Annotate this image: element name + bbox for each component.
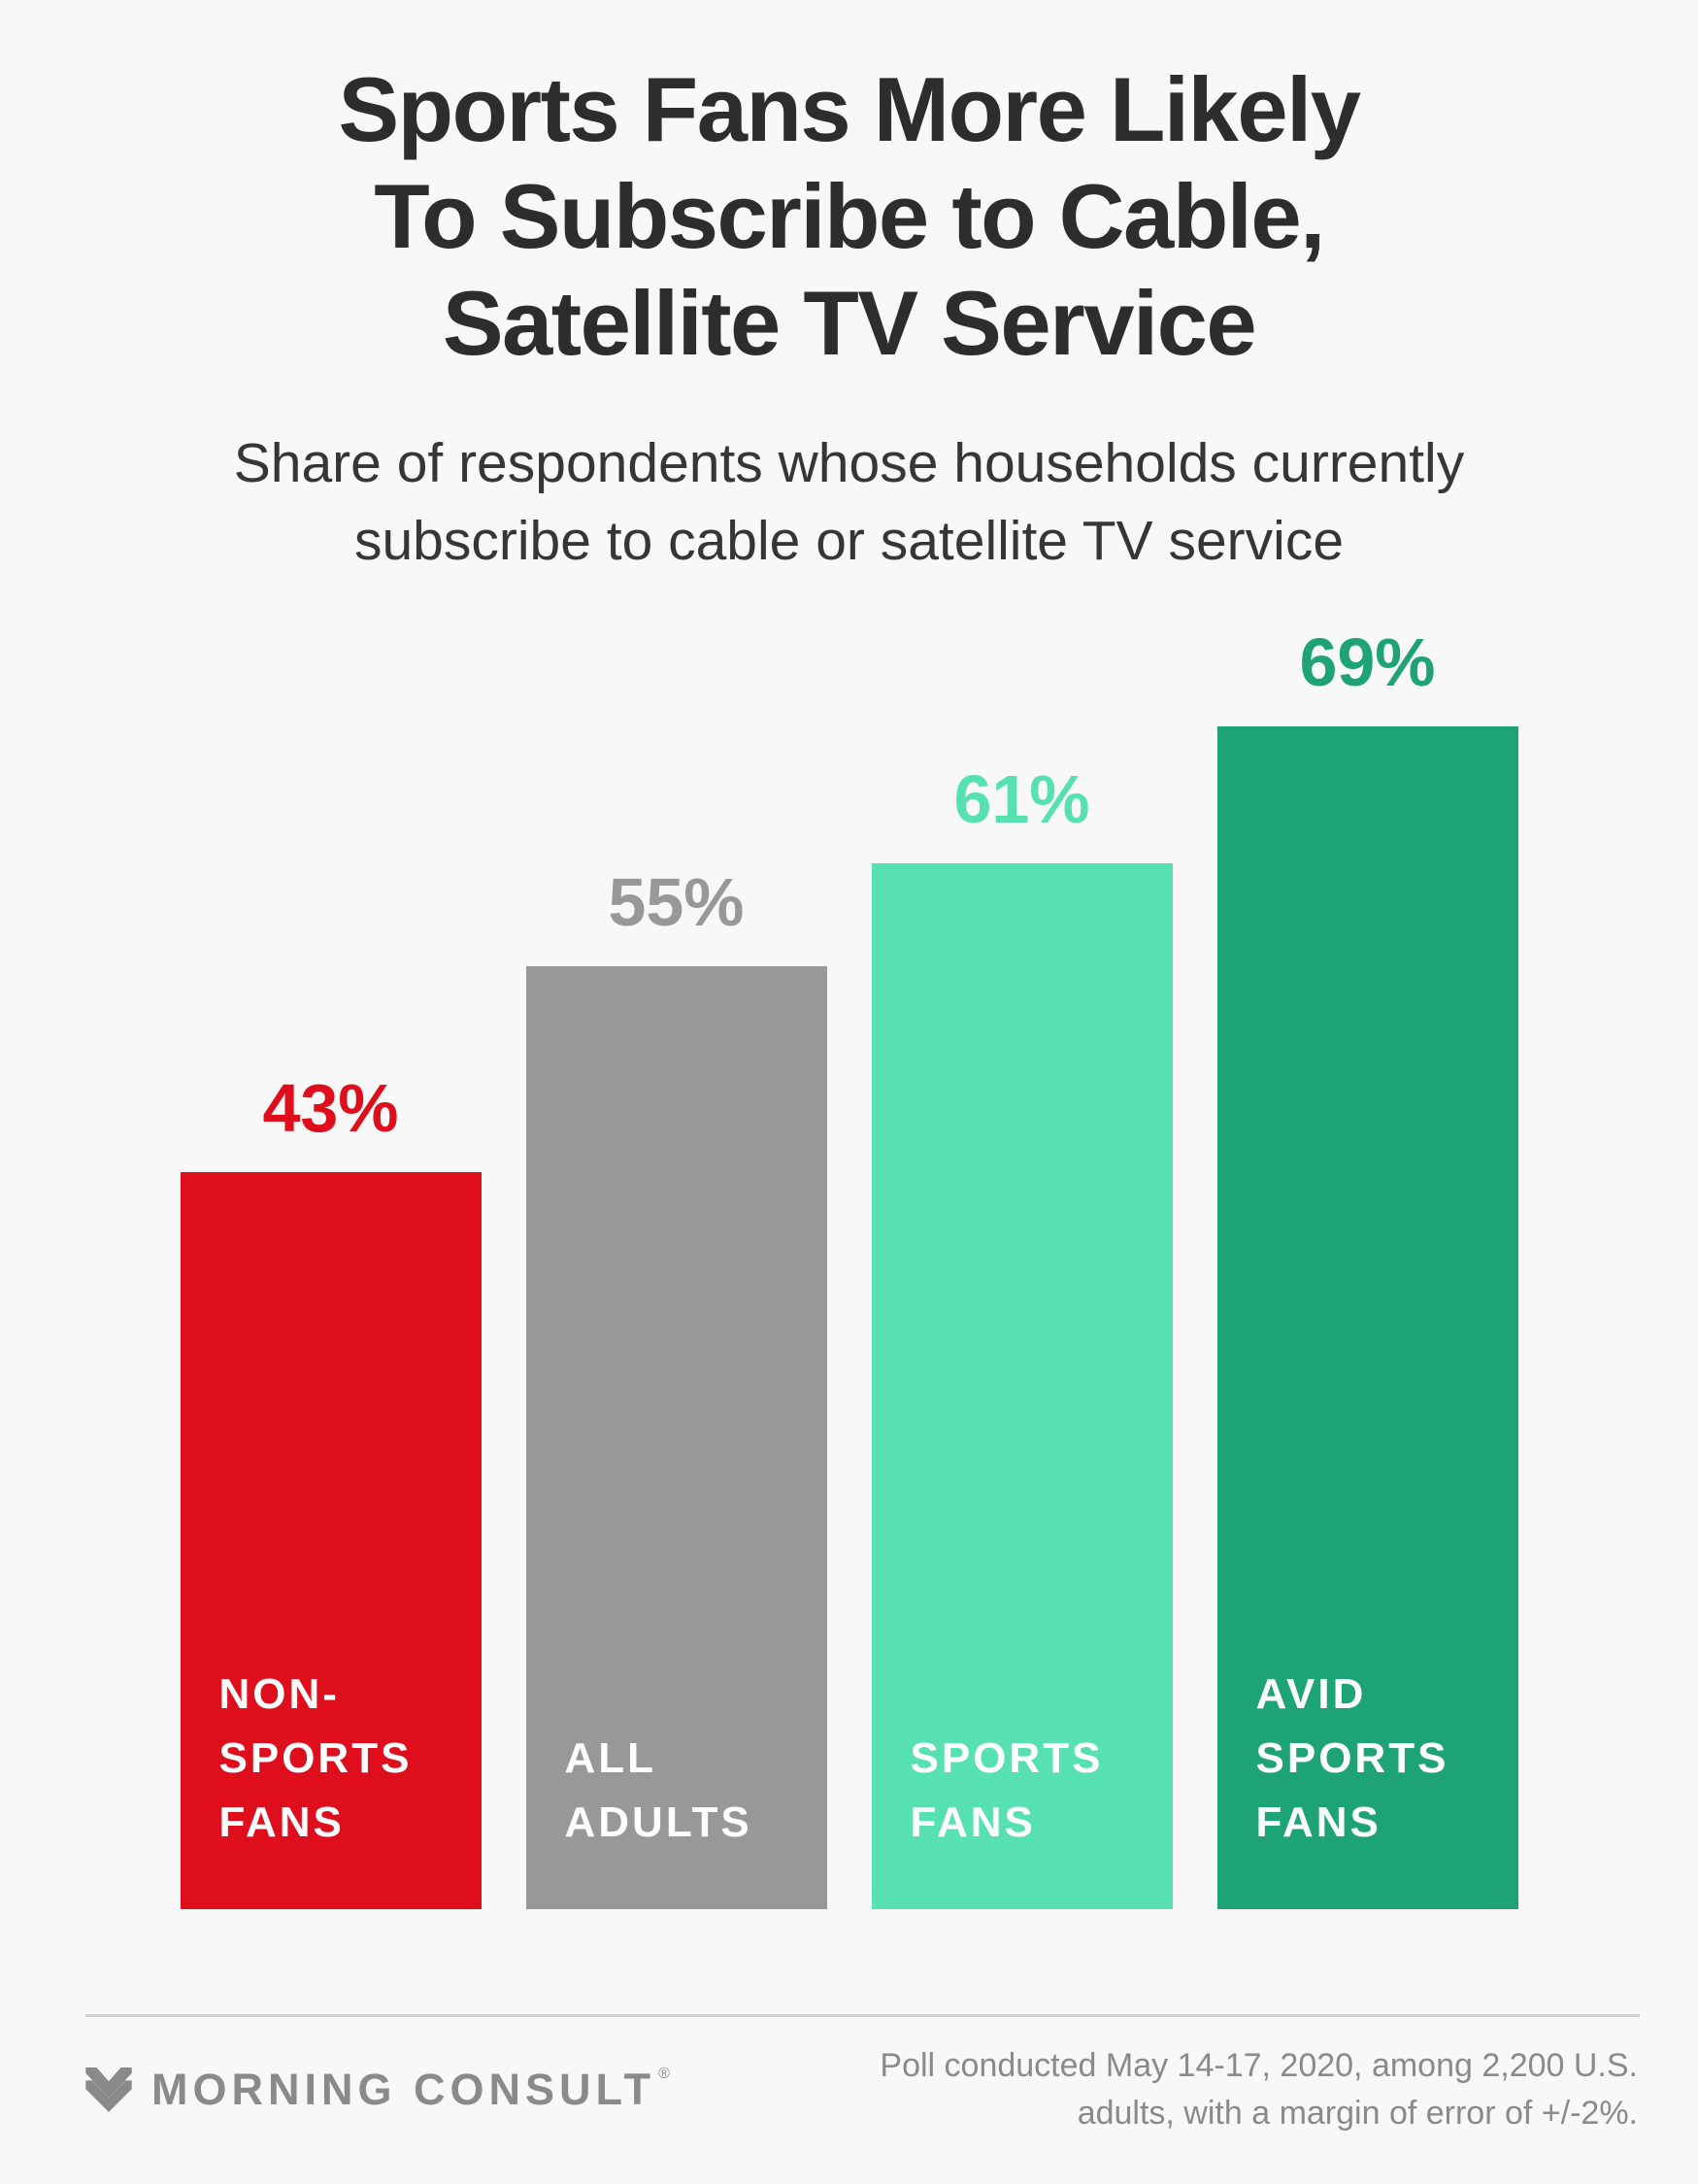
morning-consult-logomark-icon — [85, 2066, 132, 2112]
bar-category-label: SPORTS FANS — [911, 1727, 1104, 1855]
bar-category-label-line: NON- — [218, 1669, 340, 1718]
bar-category-label-line: SPORTS — [910, 1733, 1104, 1782]
chart-subtitle: Share of respondents whose households cu… — [29, 425, 1669, 581]
chart-subtitle-line: Share of respondents whose households cu… — [233, 431, 1465, 494]
chart-subtitle-line: subscribe to cable or satellite TV servi… — [353, 509, 1345, 572]
bar-category-label-line: ADULTS — [564, 1798, 752, 1846]
bar-category-label-line: SPORTS — [1255, 1733, 1449, 1782]
bar-category-label-line: AVID — [1255, 1669, 1367, 1718]
bar-category-label: NON- SPORTS FANS — [219, 1663, 413, 1855]
bar-column: 43% NON- SPORTS FANS — [180, 1069, 482, 1909]
bar: NON- SPORTS FANS — [180, 1171, 482, 1909]
bar: SPORTS FANS — [871, 862, 1173, 1909]
morning-consult-logo: MORNING CONSULT ® — [85, 2065, 670, 2115]
bar-chart: 43% NON- SPORTS FANS 55% ALL ADULTS 61% SPORTS FA… — [0, 614, 1698, 1909]
bar-category-label-line: FANS — [218, 1798, 345, 1846]
bar: ALL ADULTS — [525, 965, 827, 1909]
bar-column: 55% ALL ADULTS — [525, 863, 827, 1909]
bar-category-label-line: ALL — [564, 1733, 657, 1782]
footer-divider — [85, 2013, 1640, 2017]
chart-title: Sports Fans More Likely To Subscribe to C… — [0, 0, 1698, 377]
logo-wordmark: MORNING CONSULT — [151, 2064, 656, 2114]
poll-note-line: adults, with a margin of error of +/-2%. — [1077, 2094, 1638, 2132]
footer: MORNING CONSULT ® Poll conducted May 14-… — [85, 2042, 1638, 2138]
bar-column: 69% AVID SPORTS FANS — [1216, 623, 1518, 1909]
poll-note-line: Poll conducted May 14-17, 2020, among 2,… — [880, 2046, 1638, 2084]
chart-title-line: Sports Fans More Likely — [338, 58, 1361, 160]
poll-methodology-note: Poll conducted May 14-17, 2020, among 2,… — [880, 2042, 1638, 2138]
bar-value-label: 55% — [608, 863, 745, 940]
bar-value-label: 69% — [1299, 623, 1436, 700]
bar-category-label-line: SPORTS — [218, 1733, 413, 1782]
bar-category-label-line: FANS — [1255, 1798, 1382, 1846]
registered-trademark-symbol: ® — [658, 2065, 670, 2082]
bar-value-label: 61% — [953, 760, 1090, 837]
chart-title-line: Satellite TV Service — [442, 271, 1257, 374]
chart-title-line: To Subscribe to Cable, — [374, 164, 1325, 267]
bar-column: 61% SPORTS FANS — [871, 760, 1173, 1909]
bar-category-label: AVID SPORTS FANS — [1256, 1663, 1449, 1855]
bar-category-label-line: FANS — [910, 1798, 1036, 1846]
bar: AVID SPORTS FANS — [1216, 725, 1518, 1909]
bar-category-label: ALL ADULTS — [565, 1727, 752, 1855]
bar-value-label: 43% — [262, 1069, 399, 1146]
